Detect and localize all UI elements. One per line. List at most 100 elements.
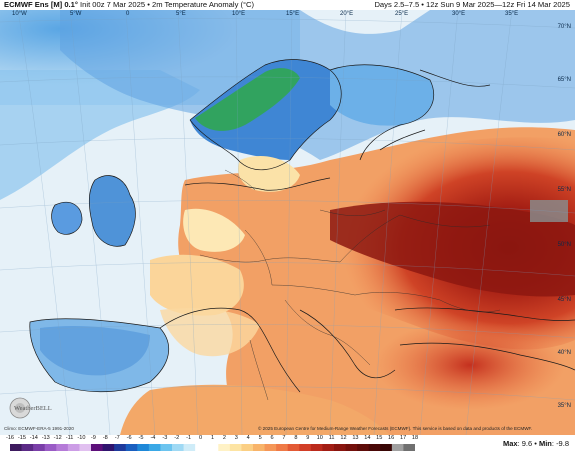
hot-anomaly-turkey <box>375 320 565 410</box>
legend-tick-label: 18 <box>411 435 419 441</box>
legend-swatch <box>183 444 196 451</box>
legend-swatch <box>310 444 323 451</box>
climo-credit: Climo: ECMWF-ERA-5 1991-2020 <box>4 426 74 431</box>
iberia-cold-core <box>40 325 150 376</box>
lon-label-20e: 20°E <box>340 11 354 17</box>
model-name: ECMWF Ens [M] 0.1° <box>4 0 78 9</box>
min-label: Min <box>538 439 552 448</box>
legend-swatch <box>334 444 346 451</box>
norway-green-anomaly <box>195 68 300 131</box>
min-value: -9.8 <box>556 439 569 448</box>
max-value: 9.6 <box>521 439 533 448</box>
lon-label-10w: 10°W <box>12 11 27 17</box>
gulf-of-lion-mild <box>160 308 260 357</box>
legend-tick-label: -8 <box>102 435 108 441</box>
legend-tick-label: -4 <box>150 435 156 441</box>
legend-swatch <box>287 444 300 451</box>
legend-tick-label: 2 <box>222 435 226 441</box>
ireland-cold <box>51 202 82 235</box>
lon-label-5e: 5°E <box>176 11 186 17</box>
legend-swatch <box>276 444 289 451</box>
legend-swatch <box>380 444 393 451</box>
legend-tick-label: 14 <box>364 435 371 441</box>
legend-tick-label: -12 <box>53 435 62 441</box>
legend-tick-label: -3 <box>162 435 168 441</box>
lat-label-70n: 70°N <box>557 24 571 30</box>
legend-tick-label: -16 <box>5 435 15 441</box>
lat-label-50n: 50°N <box>557 242 571 248</box>
lat-label-40n: 40°N <box>557 350 571 356</box>
max-colon: : <box>517 439 522 448</box>
legend-tick-label: -7 <box>114 435 120 441</box>
max-min-readout: Max: 9.6 • Min: -9.8 <box>503 439 569 448</box>
legend-tick-label: -2 <box>174 435 180 441</box>
legend-swatch <box>368 444 381 451</box>
legend-swatch <box>102 444 115 451</box>
legend-tick-label: -11 <box>65 435 74 441</box>
legend-tick-label: 16 <box>388 435 395 441</box>
legend-swatch <box>403 444 415 451</box>
min-colon: : <box>551 439 557 448</box>
readout-separator: • <box>532 439 539 448</box>
legend-swatch <box>241 444 254 451</box>
legend-swatch <box>229 444 242 451</box>
legend-swatch <box>137 444 150 451</box>
lat-label-45n: 45°N <box>557 297 571 303</box>
legend-swatch <box>148 444 161 451</box>
legend-tick-label: 7 <box>282 435 286 441</box>
legend-swatch <box>218 444 231 451</box>
logo-text: WeatherBELL <box>14 405 52 412</box>
legend-tick-label: 5 <box>258 435 262 441</box>
coastlines <box>29 59 575 393</box>
lon-label-5w: 5°W <box>70 11 82 17</box>
init-time: Init 00z 7 Mar 2025 <box>80 0 146 9</box>
header-left: ECMWF Ens [M] 0.1° Init 00z 7 Mar 2025 •… <box>4 0 254 10</box>
color-legend: -16 -15 -14 -13 -12 -11 -10 -9 -8 -7 -6 -5 -4 -3 -2 -1 0… <box>0 435 575 454</box>
legend-swatch <box>67 444 80 451</box>
map-header: ECMWF Ens [M] 0.1° Init 00z 7 Mar 2025 •… <box>0 0 575 10</box>
legend-tick-label: 10 <box>316 435 323 441</box>
legend-tick-label: 3 <box>234 435 238 441</box>
weatherbell-logo: WeatherBELL <box>9 397 52 419</box>
legend-swatch <box>195 444 208 451</box>
legend-swatch <box>264 444 277 451</box>
legend-swatch <box>114 444 127 451</box>
lon-label-35e: 35°E <box>505 11 519 17</box>
france-warm-light <box>150 254 244 316</box>
legend-swatch <box>160 444 173 451</box>
legend-swatch <box>172 444 184 451</box>
header-separator: • <box>147 0 150 9</box>
max-label: Max <box>502 439 518 448</box>
legend-tick-label: -9 <box>90 435 96 441</box>
legend-swatch <box>357 444 370 451</box>
lat-label-65n: 65°N <box>557 77 571 83</box>
legend-swatch <box>206 444 219 451</box>
legend-tick-label: -15 <box>17 435 26 441</box>
legend-swatch <box>345 444 358 451</box>
legend-tick-label: -6 <box>126 435 132 441</box>
legend-swatch <box>79 444 92 451</box>
copyright-credit: © 2025 European Centre for Medium-Range … <box>258 426 533 431</box>
lon-label-15e: 15°E <box>286 11 300 17</box>
legend-tick-label: 17 <box>399 435 407 441</box>
legend-swatch <box>299 444 312 451</box>
legend-tick-label: 9 <box>306 435 310 441</box>
legend-tick-label: -5 <box>138 435 144 441</box>
legend-tick-label: 15 <box>376 435 383 441</box>
legend-swatch <box>125 444 138 451</box>
legend-tick-label: 1 <box>210 435 215 441</box>
graticule <box>0 10 575 435</box>
north-africa-warm <box>120 384 390 435</box>
britain-cold <box>89 175 136 247</box>
legend-tick-label: 12 <box>340 435 347 441</box>
lat-label-55n: 55°N <box>557 187 571 193</box>
lon-label-0: 0 <box>126 11 130 17</box>
valid-period: Days 2.5–7.5 • 12z Sun 9 Mar 2025—12z Fr… <box>374 0 570 9</box>
legend-colorbar <box>10 444 415 451</box>
legend-swatch <box>253 444 265 451</box>
variable-name: 2m Temperature Anomaly (°C) <box>151 0 255 9</box>
legend-swatch <box>322 444 335 451</box>
legend-swatch <box>21 444 34 451</box>
legend-tick-label: 0 <box>199 435 203 441</box>
map-canvas <box>0 10 575 435</box>
